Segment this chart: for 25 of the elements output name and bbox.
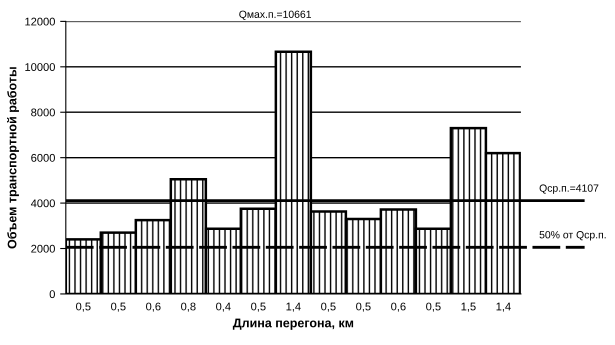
x-tick-label: 1,4 [496,302,511,312]
x-tick-label: 0,5 [356,302,371,312]
y-tick-label: 6000 [31,154,55,162]
x-tick-label: 0,5 [321,302,336,312]
y-tick-label: 10000 [25,63,55,71]
y-tick-label: 0 [50,290,55,298]
x-tick-label: 0,6 [146,302,161,312]
x-tick-label: 0,4 [216,302,231,312]
y-axis-title: Объем транспортной работы [7,67,19,248]
x-tick-label: 0,8 [181,302,196,312]
ref-line-label: 50% от Qср.п. [540,231,606,240]
x-tick-label: 0,5 [426,302,441,312]
ref-line-label: Qср.п.=4107 [540,184,598,194]
y-tick-label: 12000 [25,18,55,26]
x-tick-label: 0,5 [111,302,126,312]
y-tick-label: 2000 [31,244,55,253]
x-tick-label: 0,6 [391,302,406,312]
x-tick-label: 1,4 [286,302,301,312]
x-tick-label: 1,5 [462,302,476,312]
y-tick-label: 4000 [30,199,55,208]
y-tick-label: 8000 [31,108,55,116]
x-axis-title: Длина перегона, км [232,318,354,330]
x-tick-label: 0,5 [76,302,91,312]
x-tick-label: 0,5 [251,302,266,312]
text: Qмах.п.=10661 [239,10,312,20]
